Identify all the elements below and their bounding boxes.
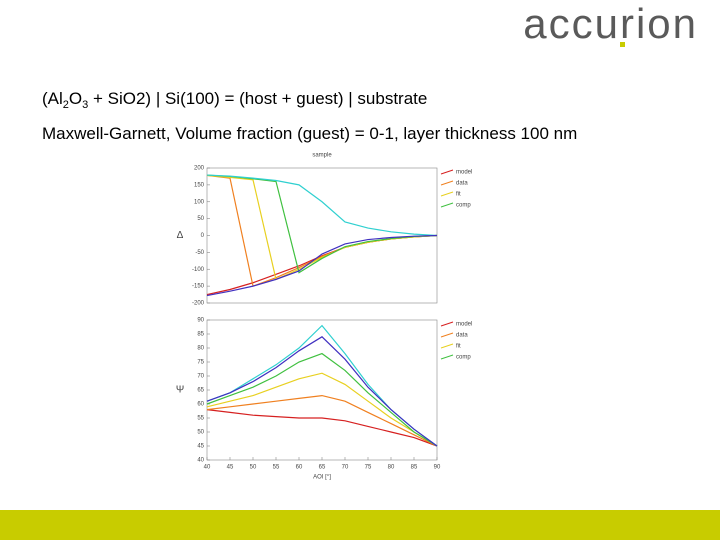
legend-label: data — [456, 333, 468, 339]
logo-dot — [620, 42, 625, 47]
plot-frame — [206, 167, 438, 304]
series-line — [206, 372, 438, 447]
series-line — [206, 174, 438, 274]
series-line — [206, 234, 438, 296]
logo: accurion — [523, 0, 698, 47]
y-tick-label: 65 — [197, 388, 204, 394]
plot-frame — [206, 319, 438, 461]
series-line — [206, 409, 438, 447]
x-axis-label: AOI [°] — [313, 475, 331, 481]
series-line — [206, 174, 438, 287]
heading-part: (Al — [42, 89, 63, 108]
y-tick-label: 60 — [197, 402, 204, 408]
series-line — [206, 394, 438, 447]
legend-label: model — [456, 170, 472, 176]
x-tick-label: 90 — [434, 465, 441, 471]
y-tick-label: -50 — [195, 250, 204, 256]
y-tick-label: -150 — [192, 284, 205, 290]
y-tick-label: 80 — [197, 346, 204, 352]
heading: (Al2O3 + SiO2) | Si(100) = (host + guest… — [42, 89, 427, 111]
subheading: Maxwell-Garnett, Volume fraction (guest)… — [42, 124, 577, 143]
x-tick-label: 70 — [342, 465, 349, 471]
heading-sub: 2 — [63, 99, 69, 111]
y-tick-label: 70 — [197, 374, 204, 380]
x-tick-label: 60 — [296, 465, 303, 471]
y-tick-label: 75 — [197, 360, 204, 366]
y-tick-label: 150 — [194, 182, 205, 188]
heading-sub: 3 — [82, 99, 88, 111]
legend-swatch — [440, 343, 454, 349]
series-line — [206, 324, 438, 447]
y-tick-label: 50 — [197, 216, 204, 222]
legend-label: fit — [456, 192, 461, 198]
legend-swatch — [440, 191, 454, 197]
legend-swatch — [440, 354, 454, 360]
y-tick-label: 0 — [201, 233, 205, 239]
chart-title: sample — [312, 153, 332, 159]
y-tick-label: 40 — [197, 458, 204, 464]
x-tick-label: 45 — [227, 465, 234, 471]
y-axis-label: Ψ — [176, 385, 184, 396]
series-line — [206, 174, 438, 281]
heading-part: + SiO2) | Si(100) = (host + guest) | sub… — [88, 89, 427, 108]
y-tick-label: -100 — [192, 267, 205, 273]
legend-swatch — [440, 169, 454, 175]
y-axis-label: Δ — [177, 230, 184, 241]
legend-swatch — [440, 180, 454, 186]
x-tick-label: 85 — [411, 465, 418, 471]
series-line — [206, 352, 438, 447]
legend-label: data — [456, 181, 468, 187]
y-tick-label: 90 — [197, 318, 204, 324]
x-tick-label: 50 — [250, 465, 257, 471]
legend-label: comp — [456, 355, 471, 361]
x-tick-label: 75 — [365, 465, 372, 471]
y-tick-label: 55 — [197, 416, 204, 422]
x-tick-label: 80 — [388, 465, 395, 471]
legend-label: fit — [456, 344, 461, 350]
y-tick-label: -200 — [192, 301, 205, 307]
x-tick-label: 55 — [273, 465, 280, 471]
legend-swatch — [440, 321, 454, 327]
x-tick-label: 40 — [204, 465, 211, 471]
y-tick-label: 45 — [197, 444, 204, 450]
legend-label: comp — [456, 203, 471, 209]
footer-bar — [0, 510, 720, 540]
y-tick-label: 200 — [194, 166, 205, 172]
heading-part: O — [69, 89, 82, 108]
legend-label: model — [456, 322, 472, 328]
legend-swatch — [440, 332, 454, 338]
series-line — [206, 234, 438, 297]
x-tick-label: 65 — [319, 465, 326, 471]
y-tick-label: 100 — [194, 199, 205, 205]
legend-swatch — [440, 202, 454, 208]
y-tick-label: 50 — [197, 430, 204, 436]
series-line — [206, 174, 438, 237]
series-line — [206, 336, 438, 447]
y-tick-label: 85 — [197, 332, 204, 338]
